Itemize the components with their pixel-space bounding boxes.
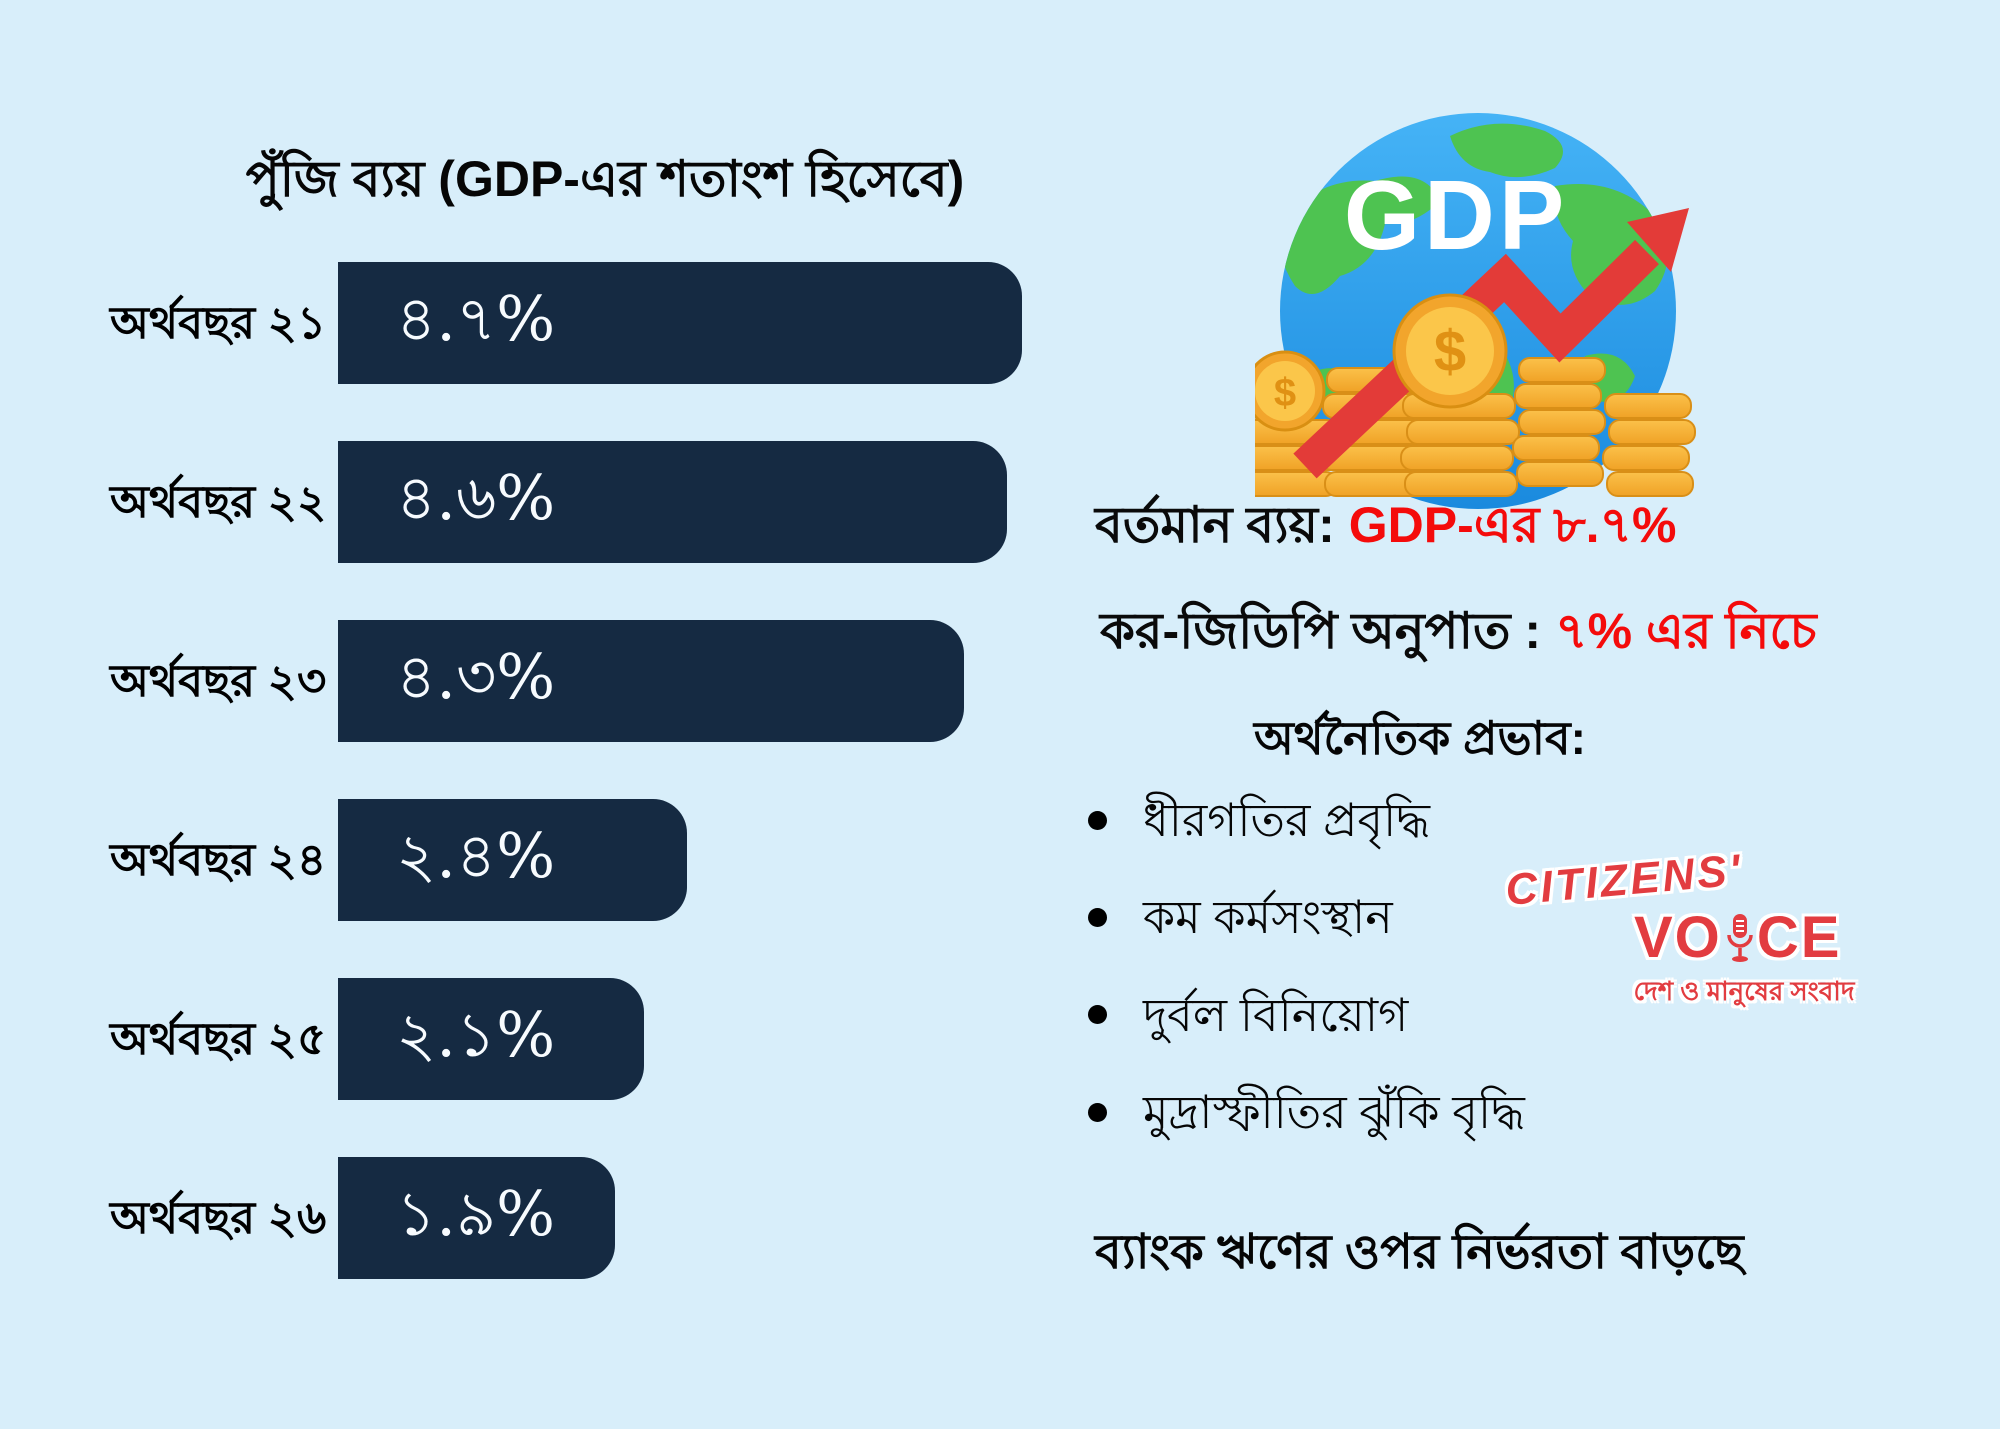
stat-label: বর্তমান ব্যয়:: [1095, 497, 1335, 553]
impact-item-label: মুদ্রাস্ফীতির ঝুঁকি বৃদ্ধি: [1143, 1086, 1525, 1139]
bar-track: ৪.৭%: [338, 262, 1022, 384]
current-expenditure-stat: বর্তমান ব্যয়: GDP-এর ৮.৭%: [1095, 492, 1677, 560]
bar-value-label: ৪.৩%: [396, 639, 556, 713]
bar-row: অর্থবছর ২৬ ১.৯%: [110, 1157, 1022, 1279]
logo-tagline: দেশ ও মানুষের সংবাদ: [1633, 976, 1855, 1006]
economic-impact-heading: অর্থনৈতিক প্রভাব:: [1254, 712, 1586, 764]
bar-category-label: অর্থবছর ২৬: [110, 1192, 327, 1243]
dollar-coin-icon: $ $: [1255, 293, 1508, 432]
bar: ১.৯%: [338, 1157, 615, 1279]
chart-title: পুঁজি ব্যয় (GDP-এর শতাংশ হিসেবে): [245, 151, 965, 207]
gdp-globe-illustration: GDP $ $: [1255, 113, 1696, 509]
stat-value: ৭% এর নিচে: [1555, 603, 1817, 659]
bar-chart: অর্থবছর ২১ ৪.৭% অর্থবছর ২২ ৪.৬% অর্থবছর …: [110, 262, 1022, 1336]
impact-item: দুর্বল বিনিয়োগ: [1088, 983, 1525, 1047]
svg-text:$: $: [1274, 371, 1296, 415]
bullet-dot-icon: [1088, 1005, 1107, 1025]
bar: ৪.৭%: [338, 262, 1022, 384]
bar: ৪.৩%: [338, 620, 964, 742]
bar-track: ৪.৬%: [338, 441, 1022, 563]
bar: ৪.৬%: [338, 441, 1008, 563]
bar-category-label: অর্থবছর ২২: [110, 476, 327, 527]
impact-item: কম কর্মসংস্থান: [1088, 885, 1525, 949]
bullet-dot-icon: [1088, 1102, 1107, 1122]
bar: ২.৪%: [338, 799, 688, 921]
bar-track: ২.১%: [338, 978, 1022, 1100]
bar-row: অর্থবছর ২১ ৪.৭%: [110, 262, 1022, 384]
impact-item: মুদ্রাস্ফীতির ঝুঁকি বৃদ্ধি: [1088, 1080, 1525, 1144]
bar-value-label: ৪.৬%: [396, 460, 556, 534]
bar-category-label: অর্থবছর ২৫: [110, 1013, 327, 1064]
bar-value-label: ২.১%: [396, 997, 556, 1071]
impact-item-label: দুর্বল বিনিয়োগ: [1143, 988, 1409, 1041]
bar-track: ৪.৩%: [338, 620, 1022, 742]
bar-row: অর্থবছর ২৫ ২.১%: [110, 978, 1022, 1100]
bar-row: অর্থবছর ২৪ ২.৪%: [110, 799, 1022, 921]
stat-value: GDP-এর ৮.৭%: [1348, 497, 1677, 553]
bar-category-label: অর্থবছর ২১: [110, 297, 327, 348]
bar-category-label: অর্থবছর ২৪: [110, 834, 327, 885]
impact-item: ধীরগতির প্রবৃদ্ধি: [1088, 788, 1525, 852]
impact-item-label: ধীরগতির প্রবৃদ্ধি: [1143, 794, 1430, 846]
bar-value-label: ২.৪%: [396, 818, 556, 892]
bar-category-label: অর্থবছর ২৩: [110, 655, 327, 706]
bar-row: অর্থবছর ২৩ ৪.৩%: [110, 620, 1022, 742]
logo-voice-text: VO CE: [1634, 905, 1842, 970]
bank-loan-note: ব্যাংক ঋণের ওপর নির্ভরতা বাড়ছে: [1095, 1226, 1744, 1279]
impact-item-label: কম কর্মসংস্থান: [1143, 891, 1393, 944]
svg-text:$: $: [1434, 319, 1466, 384]
bar-row: অর্থবছর ২২ ৪.৬%: [110, 441, 1022, 563]
impact-list: ধীরগতির প্রবৃদ্ধি কম কর্মসংস্থান দুর্বল …: [1088, 788, 1525, 1178]
bar-value-label: ১.৯%: [396, 1176, 556, 1250]
gdp-text: GDP: [1344, 160, 1568, 270]
bar-track: ১.৯%: [338, 1157, 1022, 1279]
bullet-dot-icon: [1088, 908, 1107, 928]
microphone-icon: [1727, 913, 1753, 962]
bar-track: ২.৪%: [338, 799, 1022, 921]
bar: ২.১%: [338, 978, 644, 1100]
stat-label: কর-জিডিপি অনুপাত :: [1100, 603, 1542, 659]
citizens-voice-logo: CITIZENS' VO CE দেশ ও মানুষের সংবাদ: [1504, 845, 1898, 1015]
bar-value-label: ৪.৭%: [396, 281, 556, 355]
bullet-dot-icon: [1088, 810, 1107, 830]
tax-gdp-ratio-stat: কর-জিডিপি অনুপাত :৭% এর নিচে: [1100, 598, 1817, 666]
